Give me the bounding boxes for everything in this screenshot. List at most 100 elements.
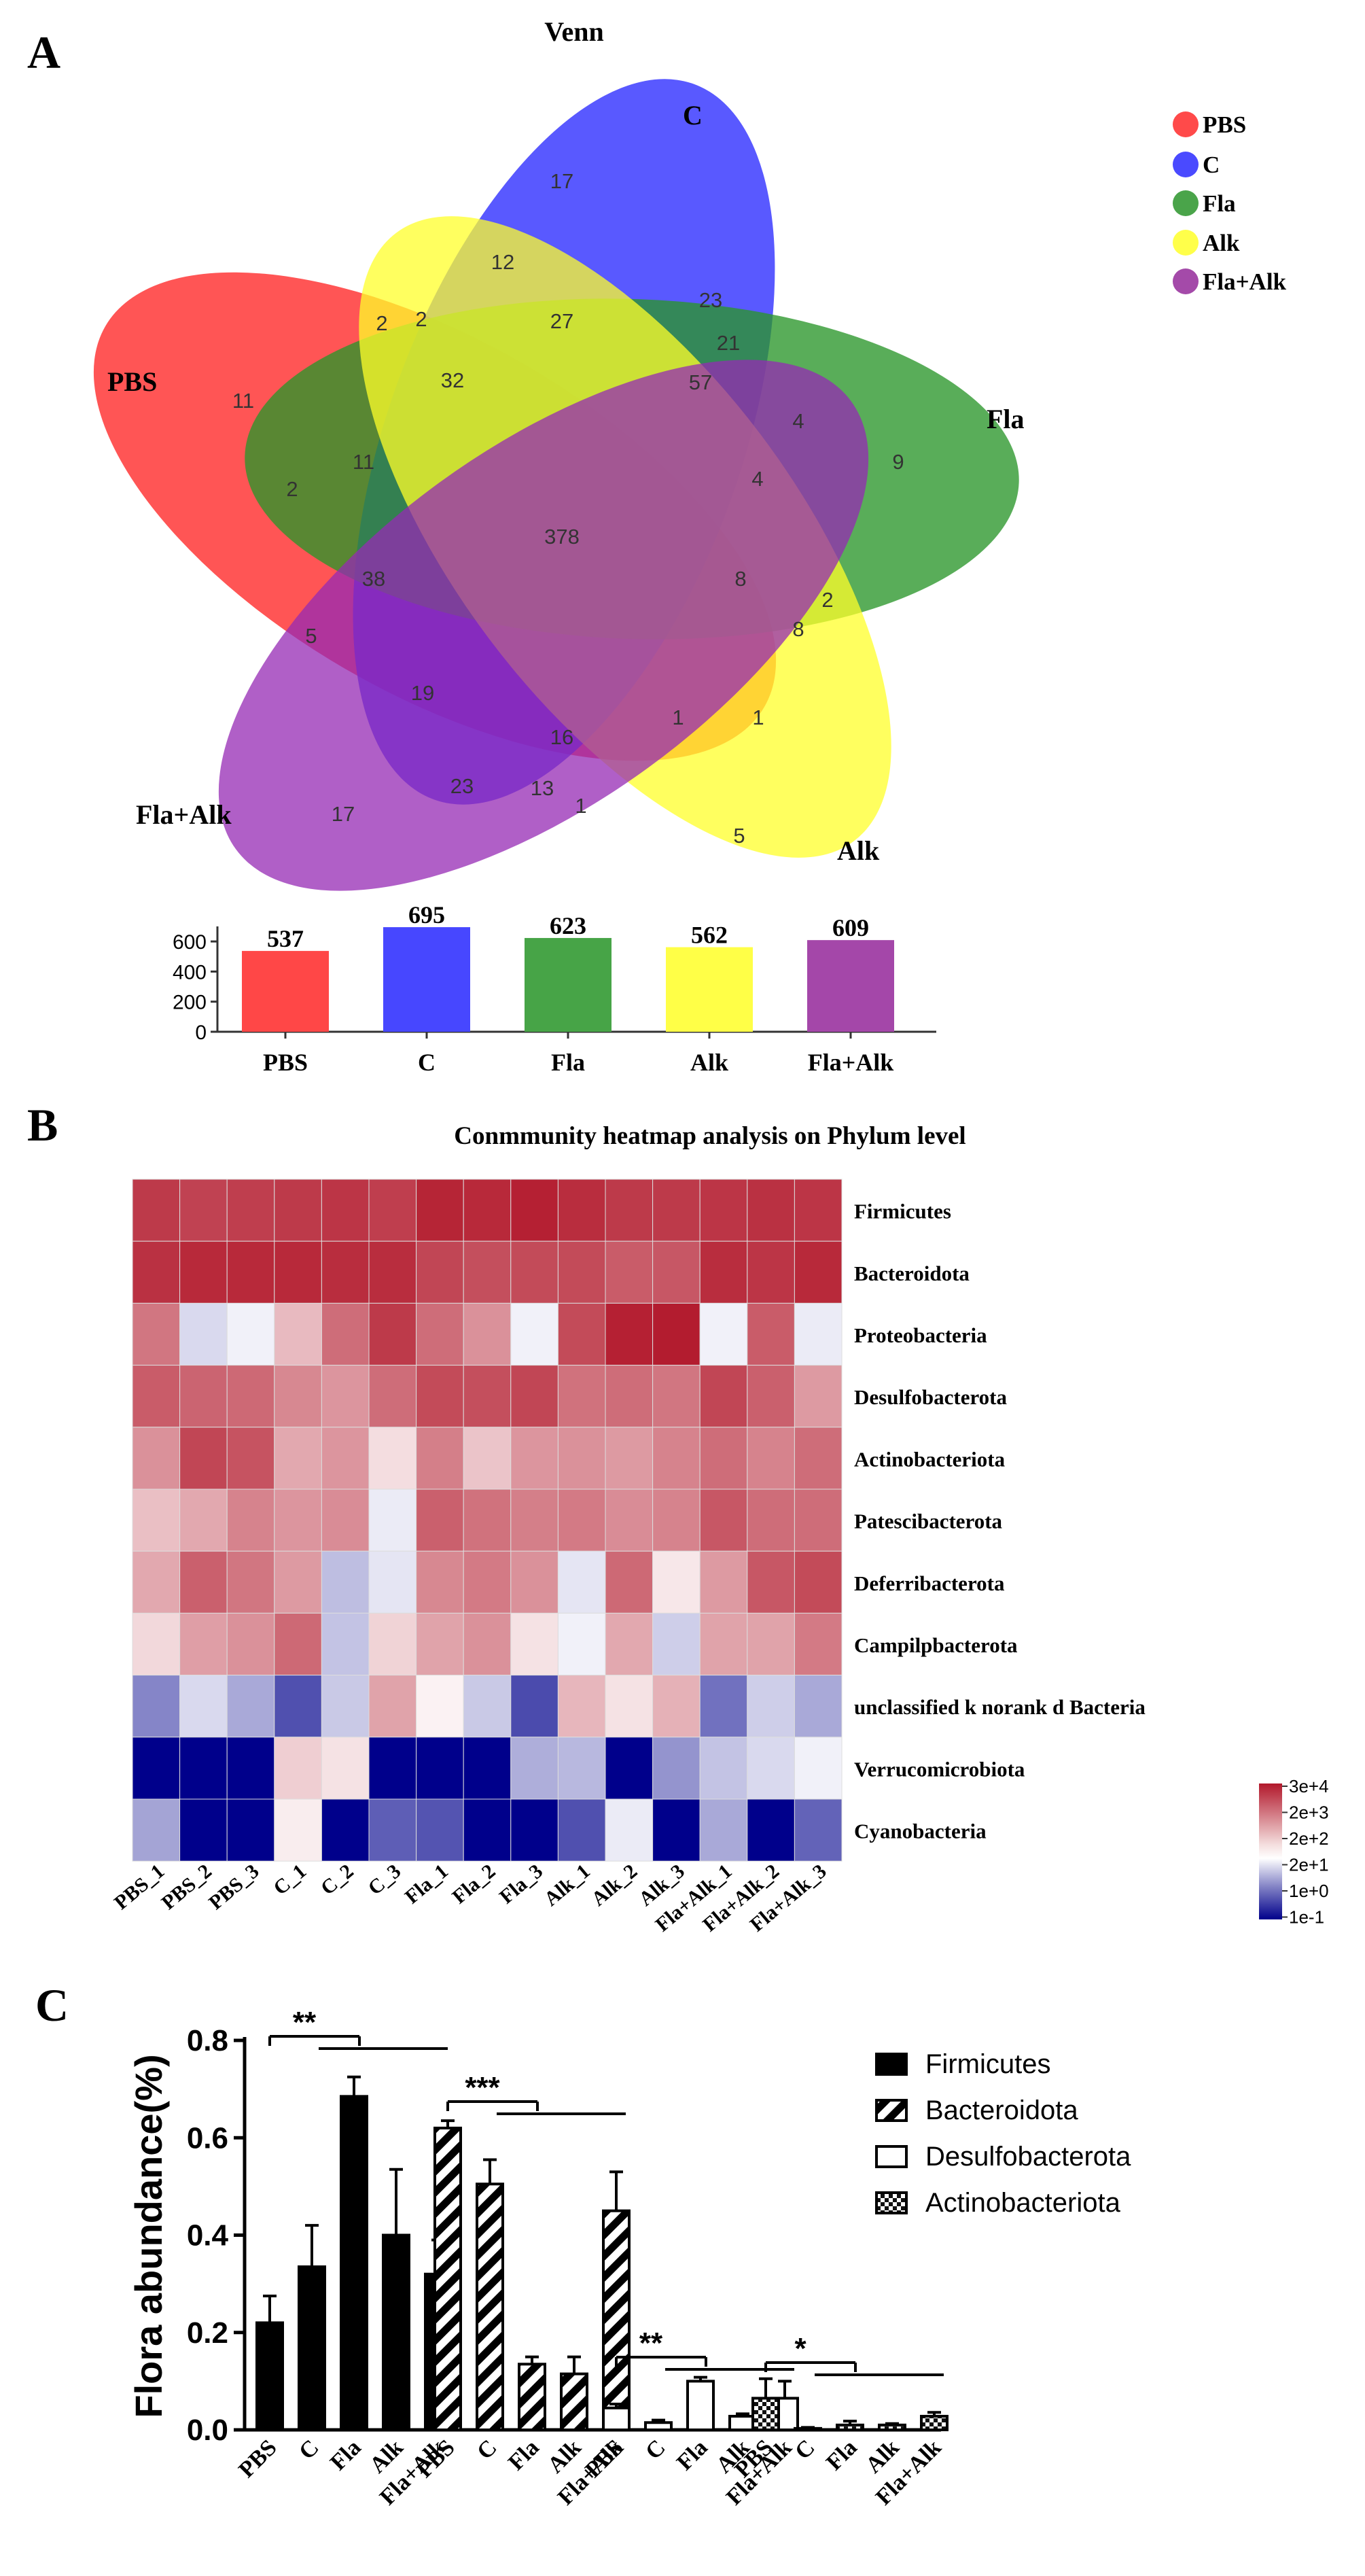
colorbar-label: 2e+1 (1289, 1855, 1329, 1875)
heatmap-sample-label: PBS_3 (205, 1860, 263, 1914)
x-category-label: Fla (821, 2435, 862, 2475)
legend-label-alk: Alk (1203, 230, 1240, 256)
heatmap-cell (368, 1737, 417, 1800)
heatmap-cell (368, 1365, 417, 1428)
heatmap-cell (226, 1427, 275, 1490)
legend-label-pbs: PBS (1203, 111, 1246, 138)
venn-count: 4 (751, 467, 763, 491)
heatmap-cell (463, 1489, 512, 1552)
bar-pbs (242, 951, 329, 1032)
heatmap-cell (699, 1302, 748, 1366)
heatmap-sample-label: Alk_2 (587, 1860, 641, 1911)
venn-count: 1 (575, 794, 586, 818)
heatmap-cell (463, 1240, 512, 1304)
panel-c-label: C (35, 1979, 69, 2031)
heatmap-cell (605, 1179, 654, 1242)
heatmap-cell (699, 1179, 748, 1242)
heatmap-cell (510, 1675, 559, 1738)
heatmap-cell (321, 1240, 370, 1304)
heatmap-cell (226, 1365, 275, 1428)
heatmap-cell (794, 1427, 843, 1490)
heatmap-cell (416, 1737, 464, 1800)
heatmap-cell (510, 1302, 559, 1366)
heatmap-cell (416, 1302, 464, 1366)
heatmap-sample-label: Fla_2 (448, 1860, 499, 1908)
heatmap-cell (557, 1179, 606, 1242)
venn-count: 2 (376, 311, 387, 335)
heatmap-cell (557, 1550, 606, 1614)
x-category-label: C (418, 1049, 436, 1076)
heatmap-cell (510, 1365, 559, 1428)
heatmap-cell (226, 1798, 275, 1862)
heatmap-cell (321, 1302, 370, 1366)
heatmap-row-label: Bacteroidota (854, 1261, 970, 1285)
venn-count: 1 (752, 706, 764, 729)
heatmap-cell (321, 1550, 370, 1614)
venn-label-fla-alk: Fla+Alk (136, 799, 232, 830)
venn-count: 2 (415, 307, 427, 331)
heatmap-cell (321, 1365, 370, 1428)
heatmap-row-label: unclassified k norank d Bacteria (854, 1695, 1146, 1719)
heatmap-cell (605, 1365, 654, 1428)
heatmap-cell (132, 1798, 181, 1862)
heatmap-cell (747, 1302, 795, 1366)
bar-value-label: 562 (691, 922, 728, 949)
heatmap-row-label: Verrucomicrobiota (854, 1757, 1025, 1781)
venn-ellipse-fla-alk (218, 360, 869, 891)
heatmap-cell (794, 1302, 843, 1366)
heatmap-cell (652, 1179, 701, 1242)
colorbar-label: 2e+2 (1289, 1828, 1329, 1849)
heatmap-sample-label: C_2 (317, 1860, 358, 1899)
heatmap-cell (321, 1489, 370, 1552)
venn-count: 23 (450, 774, 474, 798)
venn-label-c: C (683, 100, 703, 130)
heatmap-cell (605, 1550, 654, 1614)
legend-label: Desulfobacterota (925, 2142, 1131, 2172)
bar-bacteroidota-pbs (433, 2126, 462, 2432)
x-category-label: Fla (325, 2435, 366, 2475)
bar-firmicutes-alk (382, 2233, 410, 2431)
heatmap-cell (368, 1550, 417, 1614)
heatmap-cell (179, 1675, 228, 1738)
heatmap-cell (605, 1675, 654, 1738)
legend-swatch-fla (1173, 190, 1199, 216)
heatmap-cell (179, 1179, 228, 1242)
heatmap-cell (605, 1302, 654, 1366)
heatmap-cell (132, 1612, 181, 1676)
heatmap-cell (652, 1240, 701, 1304)
heatmap-colorbar (1259, 1783, 1282, 1919)
venn-count: 11 (232, 389, 254, 413)
x-category-label: Fla (672, 2435, 713, 2475)
heatmap-cell (368, 1612, 417, 1676)
heatmap-cell (368, 1240, 417, 1304)
heatmap-cell (226, 1612, 275, 1676)
x-category-label: PBS (263, 1049, 308, 1076)
significance-marker: * (794, 2332, 806, 2365)
heatmap-cell (321, 1612, 370, 1676)
venn-count: 5 (733, 824, 745, 848)
heatmap-cell (463, 1550, 512, 1614)
heatmap-cell (557, 1240, 606, 1304)
y-axis-title: Flora abundance(%) (127, 2054, 170, 2418)
heatmap-cell (557, 1489, 606, 1552)
heatmap-cell (132, 1737, 181, 1800)
heatmap-title: Conmmunity heatmap analysis on Phylum le… (454, 1122, 965, 1150)
heatmap-cell (794, 1240, 843, 1304)
heatmap-cell (794, 1612, 843, 1676)
heatmap-cell (274, 1550, 322, 1614)
heatmap-sample-label: C_1 (269, 1860, 311, 1899)
venn-count: 1 (672, 706, 684, 729)
bar-actinobacteriota-fla-alk (920, 2414, 949, 2432)
x-category-label: Fla+Alk (808, 1049, 894, 1076)
colorbar-label: 1e+0 (1289, 1881, 1329, 1901)
venn-count: 2 (821, 588, 833, 612)
heatmap-cell (274, 1365, 322, 1428)
legend-swatch (875, 2099, 908, 2122)
heatmap-cell (132, 1302, 181, 1366)
heatmap-cell (321, 1798, 370, 1862)
heatmap-cell (652, 1302, 701, 1366)
bar-actinobacteriota-pbs (751, 2397, 780, 2432)
heatmap-cell (321, 1737, 370, 1800)
